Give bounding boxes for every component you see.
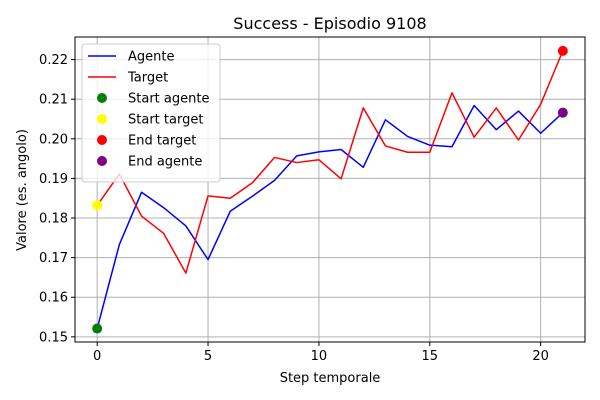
legend-entry: Agente (128, 50, 174, 65)
legend-swatch (97, 93, 107, 103)
y-tick-label: 0.18 (39, 212, 68, 227)
legend-entry: Start target (128, 113, 203, 128)
legend-entry: Target (127, 71, 168, 86)
chart-title: Success - Episodio 9108 (233, 14, 426, 33)
legend-box (81, 43, 221, 183)
marker-start-target (92, 200, 103, 211)
x-tick-label: 5 (204, 349, 212, 364)
legend-swatch (97, 135, 107, 145)
marker-end-target (557, 45, 568, 56)
y-tick-label: 0.22 (39, 53, 68, 68)
endpoint-markers (92, 45, 568, 334)
legend-swatch (97, 114, 107, 124)
grid (75, 37, 585, 342)
y-tick-label: 0.15 (39, 330, 68, 345)
y-tick-label: 0.20 (39, 132, 68, 147)
x-tick-label: 10 (311, 349, 328, 364)
x-tick-label: 15 (422, 349, 439, 364)
y-tick-label: 0.21 (39, 93, 68, 108)
x-axis-label: Step temporale (280, 371, 381, 386)
plot-frame (74, 36, 586, 343)
series-lines (96, 50, 564, 329)
y-tick-label: 0.17 (39, 251, 68, 266)
y-tick-label: 0.16 (39, 291, 68, 306)
marker-end-agente (557, 107, 568, 118)
x-tick-label: 0 (93, 349, 101, 364)
x-tick-label: 20 (532, 349, 549, 364)
y-tick-label: 0.19 (39, 172, 68, 187)
legend-entry: End agente (128, 155, 202, 170)
marker-start-agente (92, 323, 103, 334)
axis-ticks: 0 5 10 15 20 0.15 0.16 0.17 0.18 0.19 0.20 0.21 0.22 (39, 53, 549, 364)
legend: Agente Target Start agente Start target End … (81, 43, 221, 183)
legend-entry: Start agente (128, 92, 209, 107)
legend-swatch (97, 156, 107, 166)
series-line-target (96, 50, 564, 274)
y-axis-label: Valore (es. angolo) (15, 129, 30, 251)
legend-entry: End target (128, 134, 196, 149)
series-line-agente (96, 104, 564, 329)
